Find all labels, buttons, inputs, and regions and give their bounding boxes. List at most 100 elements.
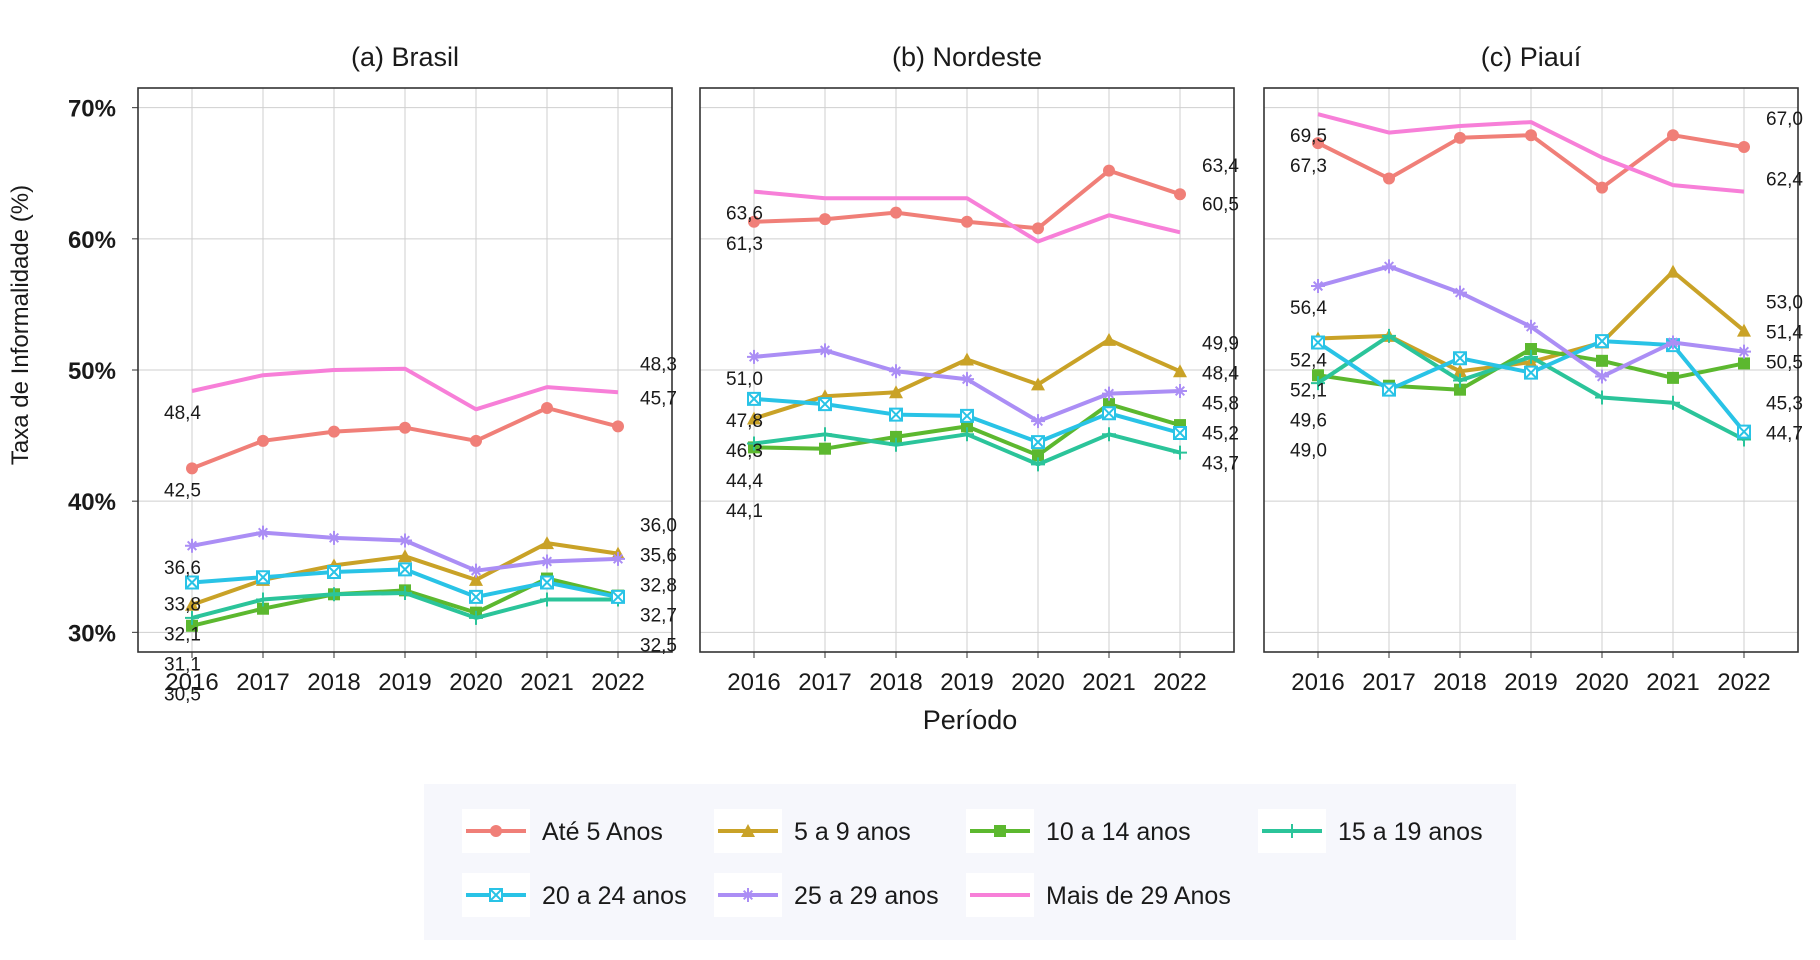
data-point bbox=[398, 585, 412, 600]
data-point bbox=[1102, 406, 1116, 421]
data-point bbox=[1666, 395, 1680, 410]
data-point bbox=[327, 587, 341, 602]
data-point bbox=[540, 554, 554, 569]
data-point bbox=[1667, 371, 1679, 384]
data-point bbox=[960, 427, 974, 442]
data-point bbox=[541, 402, 553, 415]
legend-item-mais-de-29-anos: Mais de 29 Anos bbox=[966, 873, 1231, 917]
data-label: 62,4 bbox=[1766, 169, 1803, 190]
data-label: 63,4 bbox=[1202, 156, 1239, 177]
legend: Até 5 Anos 5 a 9 anos 10 a 14 anos 15 a 19 … bbox=[424, 784, 1516, 940]
data-point bbox=[961, 215, 973, 228]
data-label: 67,0 bbox=[1766, 109, 1803, 130]
data-label: 60,5 bbox=[1202, 194, 1239, 215]
panel-c-piaui: (c) Piauí 2016 2017 2018 2019 2020 2021 2022 69,… bbox=[1263, 42, 1803, 696]
x-tick-label: 2022 bbox=[1717, 669, 1770, 696]
data-point bbox=[1312, 369, 1324, 382]
x-tick-label: 2019 bbox=[940, 669, 993, 696]
panel-a-brasil: (a) Brasil 2016 2017 2018 2019 2020 2021 2022 30… bbox=[68, 42, 677, 705]
data-point bbox=[819, 213, 831, 226]
y-tick-label: 30% bbox=[68, 620, 116, 647]
x-tick-label: 2018 bbox=[869, 669, 922, 696]
data-point bbox=[1032, 222, 1044, 235]
series-25-a-29-anos bbox=[747, 343, 1187, 429]
data-point bbox=[1525, 129, 1537, 142]
legend-marker bbox=[741, 888, 755, 902]
data-point bbox=[960, 408, 974, 423]
x-tick-label: 2016 bbox=[727, 669, 780, 696]
legend-marker bbox=[741, 824, 755, 837]
series-20-a-24-anos bbox=[747, 391, 1187, 450]
series-15-a-19-anos bbox=[747, 427, 1187, 472]
data-label: 45,7 bbox=[640, 388, 677, 409]
data-point bbox=[1031, 377, 1045, 391]
data-point bbox=[1454, 383, 1466, 396]
data-point bbox=[1382, 328, 1396, 343]
data-point bbox=[257, 434, 269, 447]
data-point bbox=[819, 442, 831, 455]
legend-label: Até 5 Anos bbox=[542, 818, 663, 846]
data-point bbox=[1453, 351, 1467, 366]
data-label: 45,8 bbox=[1202, 393, 1239, 414]
series-mais-de-29-anos bbox=[1317, 112, 1745, 194]
data-point bbox=[540, 536, 554, 550]
data-point bbox=[1031, 457, 1045, 472]
y-tick-label: 60% bbox=[68, 227, 116, 254]
legend-label: 10 a 14 anos bbox=[1046, 818, 1191, 846]
data-point bbox=[398, 562, 412, 577]
data-label: 36,6 bbox=[164, 558, 201, 579]
data-point bbox=[540, 592, 554, 607]
data-point bbox=[1383, 172, 1395, 185]
data-point bbox=[327, 530, 341, 545]
data-point bbox=[1595, 334, 1609, 349]
data-label: 45,2 bbox=[1202, 423, 1239, 444]
data-point bbox=[186, 619, 198, 632]
data-label: 44,4 bbox=[726, 471, 763, 492]
data-point bbox=[747, 391, 761, 406]
data-point bbox=[1312, 137, 1324, 150]
data-label: 49,9 bbox=[1202, 333, 1239, 354]
x-tick-label: 2020 bbox=[1575, 669, 1628, 696]
data-point bbox=[889, 385, 903, 399]
data-point bbox=[747, 349, 761, 364]
data-label: 30,5 bbox=[164, 684, 201, 705]
series-20-a-24-anos bbox=[185, 562, 625, 604]
data-label: 52,4 bbox=[1290, 351, 1327, 372]
x-tick-label: 2022 bbox=[1153, 669, 1206, 696]
data-label: 44,1 bbox=[726, 501, 763, 522]
data-point bbox=[748, 215, 760, 228]
plot-frame bbox=[699, 87, 1235, 653]
x-tick-label: 2016 bbox=[165, 669, 218, 696]
data-label: 52,1 bbox=[1290, 381, 1327, 402]
data-point bbox=[1102, 332, 1116, 346]
data-label: 32,5 bbox=[640, 636, 677, 657]
data-point bbox=[1311, 335, 1325, 350]
data-point bbox=[889, 437, 903, 452]
data-point bbox=[1102, 427, 1116, 442]
legend-item-15-a-19-anos: 15 a 19 anos bbox=[1258, 809, 1483, 853]
data-point bbox=[398, 549, 412, 563]
data-point bbox=[818, 427, 832, 442]
data-point bbox=[1595, 390, 1609, 405]
data-point bbox=[1453, 285, 1467, 300]
data-point bbox=[1031, 435, 1045, 450]
data-label: 48,3 bbox=[640, 354, 677, 375]
data-label: 32,8 bbox=[640, 576, 677, 597]
data-label: 36,0 bbox=[640, 516, 677, 537]
data-point bbox=[1666, 264, 1680, 278]
data-point bbox=[327, 564, 341, 579]
data-label: 46,3 bbox=[726, 441, 763, 462]
x-tick-label: 2022 bbox=[591, 669, 644, 696]
data-label: 63,6 bbox=[726, 204, 763, 225]
legend-item-ate-5-anos: Até 5 Anos bbox=[462, 809, 663, 853]
data-point bbox=[1311, 279, 1325, 294]
data-point bbox=[185, 610, 199, 625]
data-point bbox=[818, 343, 832, 358]
data-point bbox=[469, 610, 483, 625]
data-point bbox=[889, 407, 903, 422]
legend-item-10-a-14-anos: 10 a 14 anos bbox=[966, 809, 1191, 853]
data-point bbox=[1382, 259, 1396, 274]
legend-label: Mais de 29 Anos bbox=[1046, 882, 1231, 910]
x-tick-label: 2018 bbox=[307, 669, 360, 696]
data-point bbox=[1311, 376, 1325, 391]
